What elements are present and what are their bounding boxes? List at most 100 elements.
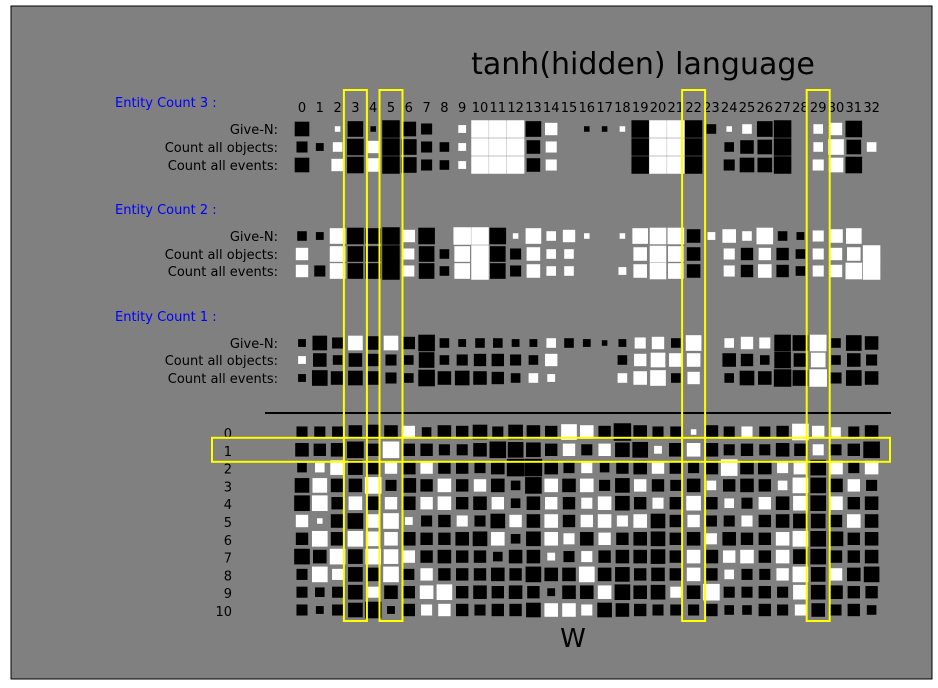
hinton-cell [314, 265, 326, 277]
hinton-cell [366, 496, 380, 510]
hinton-cell [294, 548, 310, 565]
hinton-cell [403, 248, 415, 260]
hinton-cell [634, 603, 647, 617]
hinton-cell [418, 369, 435, 387]
hinton-cell [584, 233, 590, 239]
hinton-cell [370, 126, 376, 132]
hinton-cell [454, 370, 470, 386]
hinton-cell [348, 584, 363, 600]
hinton-cell [601, 340, 608, 346]
hinton-cell [329, 246, 346, 262]
hinton-cell [634, 337, 646, 349]
hinton-cell [526, 247, 541, 261]
hinton-cell [633, 247, 647, 261]
hinton-cell [633, 532, 647, 546]
hinton-cell [474, 462, 486, 474]
hinton-cell [458, 125, 467, 133]
hinton-cell [492, 426, 504, 438]
column-highlight-box [342, 89, 368, 622]
hinton-cell [830, 444, 842, 456]
hinton-cell [757, 157, 773, 173]
w-row-label: 5 [224, 516, 232, 531]
hinton-cell [723, 248, 735, 260]
row-label: Count all objects: [165, 248, 278, 263]
hinton-cell [830, 604, 842, 616]
hinton-cell [810, 530, 827, 547]
column-header-label: 4 [369, 101, 377, 116]
hinton-cell [758, 371, 772, 385]
hinton-cell [439, 160, 450, 170]
hinton-cell [580, 585, 594, 599]
hinton-cell [402, 425, 415, 439]
hinton-cell [491, 478, 505, 493]
hinton-cell [366, 336, 380, 350]
hinton-cell [597, 567, 612, 582]
hinton-cell [331, 497, 344, 510]
figure-title: tanh(hidden) language [471, 47, 815, 82]
hinton-cell [489, 246, 506, 262]
hinton-cell [829, 496, 843, 510]
hinton-cell [512, 233, 519, 239]
hinton-cell [704, 443, 719, 457]
hinton-cell [631, 120, 649, 138]
hinton-cell [332, 568, 344, 580]
hinton-cell [526, 549, 541, 564]
hinton-cell [864, 514, 879, 528]
hinton-cell [526, 514, 541, 528]
hinton-cell [332, 586, 344, 598]
hinton-cell [652, 604, 664, 616]
hinton-cell [865, 586, 878, 599]
hinton-cell [347, 246, 364, 262]
hinton-cell [756, 227, 774, 245]
hinton-cell [366, 567, 380, 582]
hinton-cell [706, 480, 717, 491]
hinton-cell [526, 496, 541, 510]
hinton-cell [383, 513, 399, 529]
row-label: Count all events: [168, 265, 278, 280]
hinton-cell [649, 138, 667, 156]
hinton-cell [563, 551, 575, 563]
hinton-cell [773, 156, 792, 174]
hinton-cell [365, 246, 382, 262]
hinton-cell [615, 495, 630, 511]
hinton-cell [493, 551, 503, 562]
x-axis-label: W [560, 624, 586, 654]
hinton-cell [403, 568, 415, 580]
hinton-cell [418, 334, 435, 352]
hinton-cell [311, 566, 328, 583]
hinton-cell [387, 606, 395, 614]
hinton-cell [774, 334, 791, 352]
hinton-cell [597, 602, 612, 618]
hinton-cell [544, 460, 558, 475]
hinton-cell [810, 548, 827, 565]
hinton-cell [686, 495, 701, 511]
column-header-label: 20 [650, 101, 667, 116]
hinton-cell [741, 515, 753, 527]
hinton-cell [584, 126, 590, 132]
hinton-cell [866, 479, 878, 491]
hinton-cell [525, 566, 542, 583]
hinton-cell [776, 425, 789, 439]
hinton-cell [793, 353, 808, 367]
hinton-cell [298, 374, 306, 382]
hinton-cell [724, 373, 734, 383]
column-header-label: 1 [316, 101, 324, 116]
hinton-cell [759, 337, 771, 349]
hinton-cell [296, 604, 308, 616]
hinton-cell [471, 156, 489, 174]
hinton-cell [670, 586, 682, 598]
hinton-cell [547, 374, 556, 382]
hinton-cell [686, 567, 701, 582]
hinton-cell [649, 120, 667, 138]
column-header-label: 28 [792, 101, 809, 116]
hinton-cell [347, 441, 364, 459]
hinton-cell [473, 353, 487, 367]
hinton-cell [545, 425, 558, 439]
hinton-cell [723, 444, 735, 456]
hinton-cell [848, 426, 860, 438]
column-header-label: 25 [739, 101, 756, 116]
hinton-cell [506, 156, 525, 174]
hinton-cell [491, 586, 504, 599]
hinton-cell [295, 247, 309, 261]
hinton-cell [527, 586, 540, 599]
